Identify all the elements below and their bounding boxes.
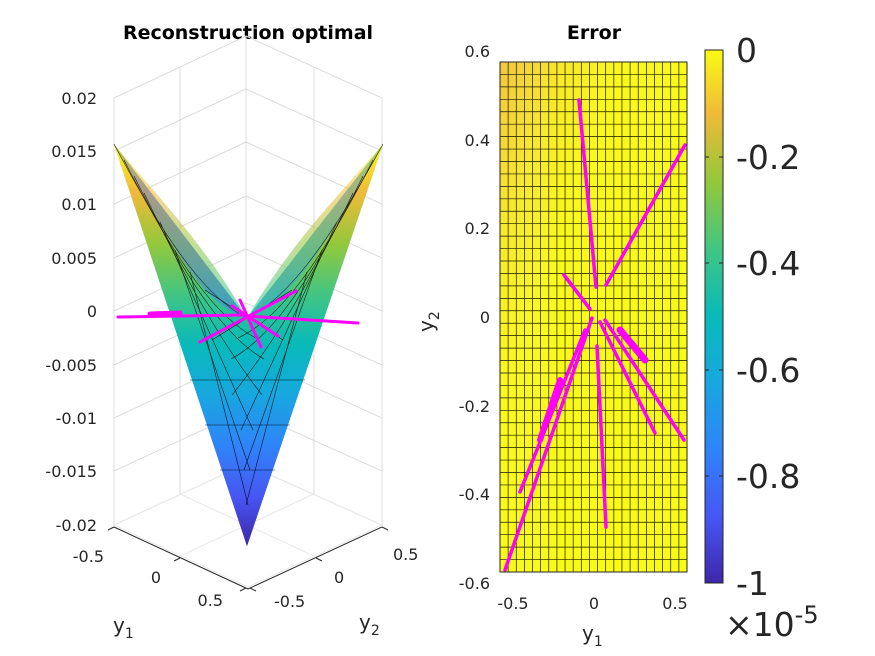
z-tick-label: 0.01 — [61, 195, 97, 214]
error-y-tick-label: 0.4 — [465, 131, 490, 150]
z-axis-ticks: 0.02 0.015 0.01 0.005 0 -0.005 -0.01 -0.… — [45, 89, 97, 535]
colorbar-tick-label: -0.2 — [736, 138, 800, 177]
colorbar-tick-label: -1 — [736, 564, 769, 603]
y1-tick-labels: -0.5 0 0.5 — [73, 547, 223, 610]
colorbar-gradient — [704, 49, 724, 584]
z-tick-label: 0.02 — [61, 89, 97, 108]
error-x-tick-label: -0.5 — [497, 594, 528, 613]
error-y-tick-label: -0.6 — [459, 574, 490, 593]
error-y-tick-label: -0.4 — [459, 485, 490, 504]
y1-tick-label: 0.5 — [198, 591, 223, 610]
error-y-tick-label: 0.6 — [465, 42, 490, 61]
y1-tick-label: 0 — [151, 568, 161, 587]
colorbar-tick-label: -0.6 — [736, 351, 800, 390]
error-title: Error — [567, 22, 622, 44]
saddle-surface — [113, 143, 384, 546]
error-y-tick-label: -0.2 — [459, 397, 490, 416]
error-xlabel: y1 — [582, 621, 603, 650]
y1-tick-label: -0.5 — [73, 547, 104, 566]
z-tick-label: -0.01 — [56, 409, 97, 428]
error-field — [500, 62, 687, 572]
error-y-tick-label: 0.2 — [465, 219, 490, 238]
surface-plot: Reconstruction optimal — [45, 22, 418, 642]
error-y-tick-label: 0 — [480, 308, 490, 327]
error-ylabel: y2 — [414, 311, 443, 332]
z-tick-label: 0 — [87, 302, 97, 321]
surface-overlay — [116, 289, 360, 349]
z-tick-label: 0.005 — [51, 249, 97, 268]
error-x-tick-label: 0.5 — [662, 594, 687, 613]
z-tick-label: -0.005 — [45, 356, 97, 375]
error-x-tick-label: 0 — [589, 594, 599, 613]
z-tick-label: -0.02 — [56, 516, 97, 535]
colorbar-tick-label: -0.8 — [736, 457, 800, 496]
y2-tick-labels: -0.5 0 0.5 — [274, 545, 418, 611]
y2-tick-label: 0.5 — [393, 545, 418, 564]
y2-tick-label: 0 — [334, 568, 344, 587]
error-y-ticks: 0.6 0.4 0.2 0 -0.2 -0.4 -0.6 — [459, 42, 490, 593]
surface-xlabel: y1 — [113, 613, 134, 642]
colorbar-tick-label: -0.4 — [736, 244, 800, 283]
y2-tick-label: -0.5 — [274, 592, 305, 611]
z-tick-label: -0.015 — [45, 462, 97, 481]
error-x-ticks: -0.5 0 0.5 — [497, 594, 687, 613]
z-tick-label: 0.015 — [51, 142, 97, 161]
surface-ylabel: y2 — [359, 610, 380, 639]
colorbar: 0 -0.2 -0.4 -0.6 -0.8 -1 ×10-5 — [704, 31, 819, 644]
colorbar-tick-label: 0 — [736, 31, 757, 70]
surface-base-axes — [107, 526, 389, 592]
error-plot: Error 0.6 0.4 0.2 0 -0.2 -0.4 -0.6 -0. — [414, 22, 819, 650]
surface-title: Reconstruction optimal — [123, 22, 373, 44]
error-overlay — [503, 98, 687, 572]
colorbar-multiplier: ×10-5 — [725, 601, 819, 644]
error-axes-box — [499, 61, 688, 573]
